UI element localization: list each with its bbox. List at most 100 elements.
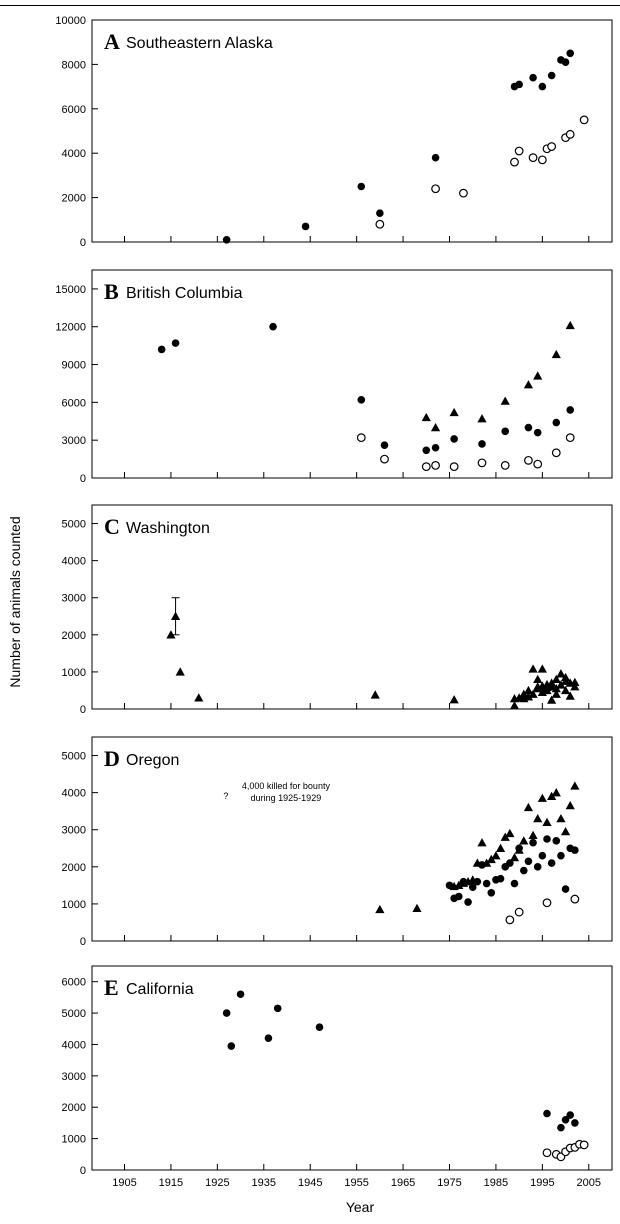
y-tick-label: 0 [80,473,86,485]
data-point-triangle [533,675,542,683]
data-point-open-circle [548,143,556,151]
x-tick-label: 1995 [530,1177,554,1189]
data-point-filled-circle [357,183,365,191]
y-tick-label: 2000 [62,1102,86,1114]
data-point-filled-circle [478,440,486,448]
data-point-open-circle [422,463,430,471]
data-point-filled-circle [534,863,542,871]
data-point-filled-circle [562,885,570,893]
data-point-triangle [176,667,185,675]
data-point-triangle [570,781,579,789]
y-tick-label: 5000 [62,519,86,531]
data-point-filled-circle [172,339,180,347]
panel-letter: D [104,746,120,771]
panel-letter: C [104,514,120,539]
data-point-filled-circle [566,50,574,58]
panel-title: Washington [126,520,210,537]
y-tick-label: 3000 [62,593,86,605]
panel-title: California [126,981,194,998]
y-tick-label: 0 [80,1165,86,1177]
data-point-open-circle [381,455,389,463]
data-point-filled-circle [227,1042,235,1050]
panel-b: 0 3000 6000 9000 12000 15000 B British Columbia [55,270,612,485]
y-tick-label: 5000 [62,751,86,763]
data-point-filled-circle [571,1119,579,1127]
y-tick-label: 2000 [62,193,86,205]
data-point-filled-circle [474,878,482,886]
data-point-open-circle [450,463,458,471]
panel-title: Southeastern Alaska [126,35,273,52]
data-point-triangle [194,693,203,701]
data-point-triangle [501,397,510,405]
data-point-filled-circle [501,428,509,436]
data-point-filled-circle [548,859,556,867]
data-point-triangle [556,814,565,822]
data-point-triangle [375,905,384,913]
data-point-triangle [552,350,561,358]
y-tick-label: 3000 [62,825,86,837]
data-point-triangle [412,904,421,912]
x-tick-label: 1965 [391,1177,415,1189]
y-tick-label: 2000 [62,862,86,874]
data-point-open-circle [580,1141,588,1149]
data-point-triangle [538,794,547,802]
y-tick-label: 10000 [55,15,86,27]
y-tick-label: 8000 [62,59,86,71]
y-tick-label: 0 [80,936,86,948]
data-point-open-circle [529,154,537,162]
data-point-filled-circle [529,839,537,847]
data-point-filled-circle [511,880,519,888]
data-point-filled-circle [464,898,472,906]
data-point-triangle [528,664,537,672]
panel-e: 01000200030004000500060001905 1915 1925 193… [62,966,612,1189]
panel-a: 0200040006000800010000A Southeastern Alas… [55,15,612,249]
data-point-filled-circle [552,837,560,845]
data-point-filled-circle [265,1034,273,1042]
y-tick-label: 12000 [55,322,86,334]
panel-d: 0 1000 2000 3000 4000 5000 D Oregon? 4,000 kille… [62,737,612,948]
y-tick-label: 5000 [62,1008,86,1020]
data-point-open-circle [552,449,560,457]
data-point-triangle [450,408,459,416]
data-point-triangle [524,803,533,811]
y-tick-label: 1000 [62,667,86,679]
data-point-triangle [538,664,547,672]
data-point-filled-circle [497,875,505,883]
data-point-filled-circle [357,396,365,404]
data-point-open-circle [525,457,533,465]
y-tick-label: 3000 [62,435,86,447]
x-axis-title: Year [346,1199,375,1215]
data-point-triangle [566,321,575,329]
data-point-filled-circle [487,889,495,897]
data-point-filled-circle [543,1110,551,1118]
y-tick-label: 15000 [55,284,86,296]
data-point-filled-circle [515,844,523,852]
data-point-triangle [496,844,505,852]
data-point-filled-circle [515,81,523,89]
data-point-open-circle [506,916,514,924]
data-point-filled-circle [571,846,579,854]
data-point-open-circle [566,131,574,139]
data-point-filled-circle [483,880,491,888]
data-point-triangle [431,423,440,431]
data-point-filled-circle [506,859,514,867]
data-point-triangle [171,612,180,620]
data-point-triangle [510,701,519,709]
y-tick-label: 9000 [62,360,86,372]
data-point-open-circle [580,116,588,124]
data-point-open-circle [511,158,519,166]
data-point-filled-circle [158,346,166,354]
data-point-filled-circle [539,83,547,91]
data-point-filled-circle [539,852,547,860]
y-axis-title: Number of animals counted [7,516,23,687]
data-point-filled-circle [316,1023,324,1031]
data-point-filled-circle [302,223,310,231]
x-tick-label: 1905 [112,1177,136,1189]
data-point-open-circle [534,460,542,468]
data-point-triangle [528,831,537,839]
panel-title: Oregon [126,752,179,769]
data-point-triangle [524,380,533,388]
y-tick-label: 0 [80,704,86,716]
plot-frame [92,20,612,242]
data-point-filled-circle [432,154,440,162]
